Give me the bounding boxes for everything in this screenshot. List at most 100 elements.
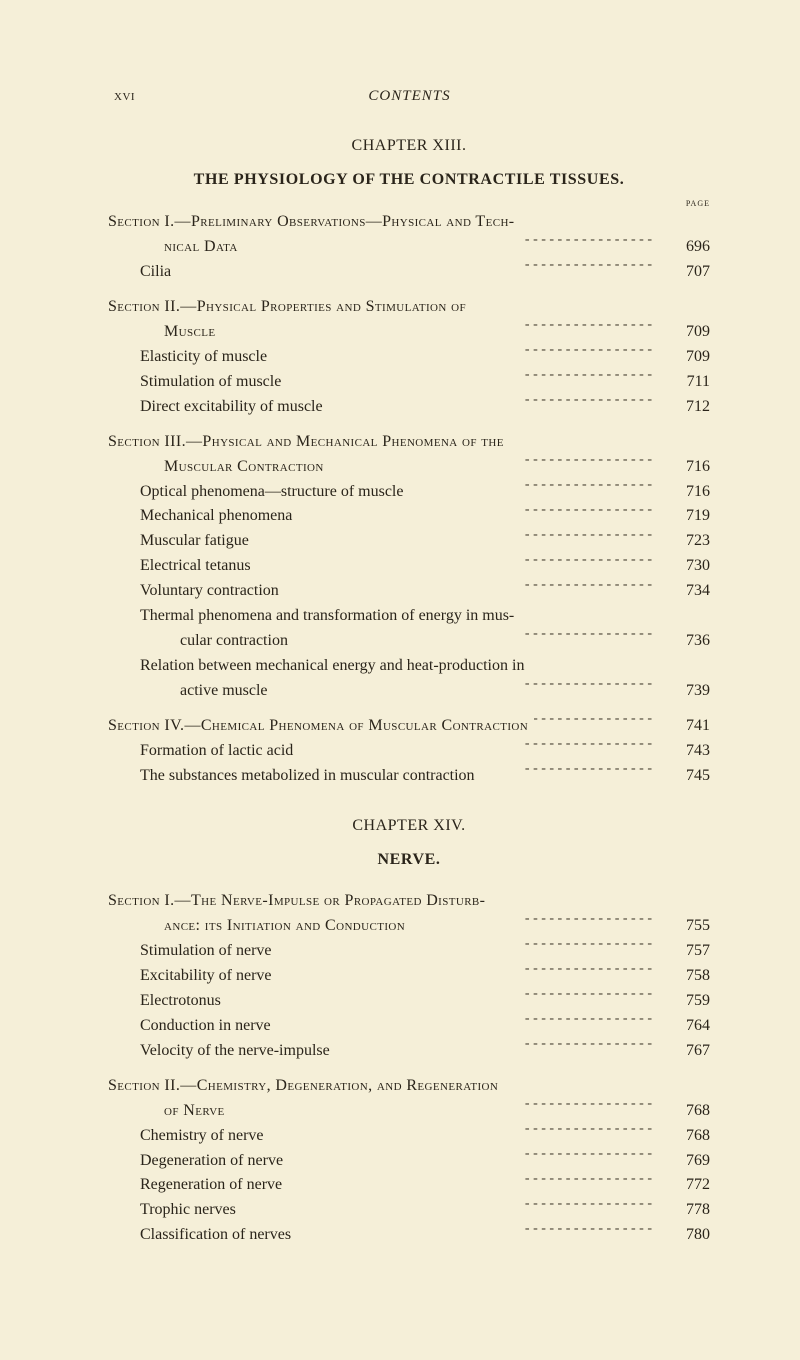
page-no: 736 [668,629,710,654]
entry-label: Direct excitability of muscle [140,395,323,420]
page-no: 757 [668,939,710,964]
toc-entry-wrap-cont: active muscle 739 [108,679,710,704]
toc-entry: Excitability of nerve 758 [108,964,710,989]
leader [336,1039,652,1055]
toc-entry: Regeneration of nerve 772 [108,1173,710,1198]
section-pre: Section I.— [108,892,191,909]
sec14-1-cont: ance: its Initiation and Conduction 755 [108,914,710,939]
gap [108,285,710,295]
spacer [684,88,704,105]
entry-label: Optical phenomena—structure of muscle [140,480,403,505]
section-pre: Section IV.— [108,717,201,734]
section-pre: Section II.— [108,298,197,315]
toc-entry: Trophic nerves 778 [108,1198,710,1223]
gap [108,704,710,714]
leader [231,1099,652,1115]
page-no: 755 [668,914,710,939]
toc-entry-wrap: Thermal phenomena and transformation of … [108,604,710,629]
leader [294,629,652,645]
page-no: 709 [668,320,710,345]
leader [242,1198,652,1214]
leader [491,889,652,905]
entry-label: Electrical tetanus [140,554,251,579]
leader [330,455,652,471]
leader [244,235,652,251]
entry-label: active muscle [180,679,268,704]
chapter-13-head: CHAPTER XIII. [108,137,710,155]
section-label: Section IV.—Chemical Phenomena of Muscul… [108,714,528,739]
toc-entry: Electrical tetanus 730 [108,554,710,579]
page-no: 780 [668,1223,710,1248]
leader [329,395,652,411]
page-no: 772 [668,1173,710,1198]
page-no: 712 [668,395,710,420]
toc-entry: Stimulation of nerve 757 [108,939,710,964]
entry-label: nical Data [164,235,238,260]
page: xvi CONTENTS CHAPTER XIII. THE PHYSIOLOG… [0,0,800,1334]
page-no: 741 [668,714,710,739]
gap [108,420,710,430]
toc-entry: Conduction in nerve 764 [108,1014,710,1039]
section-label: Section II.—Physical Properties and Stim… [108,295,466,320]
leader [227,989,652,1005]
page-no: 743 [668,739,710,764]
section-title: Physical Properties and Stimulation of [197,298,466,315]
sec13-3-head: Section III.—Physical and Mechanical Phe… [108,430,710,455]
leader [288,1173,652,1189]
toc-entry: Mechanical phenomena 719 [108,504,710,529]
page-no: 709 [668,345,710,370]
entry-label: Muscular fatigue [140,529,249,554]
toc-entry: Cilia 707 [108,260,710,285]
sec13-1-head: Section I.—Preliminary Observations—Phys… [108,210,710,235]
toc-entry: Velocity of the nerve-impulse 767 [108,1039,710,1064]
entry-label: Muscular Contraction [164,455,324,480]
section-label: Section I.—Preliminary Observations—Phys… [108,210,515,235]
section-title: The Nerve-Impulse or Propagated Disturb- [191,892,485,909]
leader [504,1074,652,1090]
leader [287,370,652,386]
chapter-13-title: THE PHYSIOLOGY OF THE CONTRACTILE TISSUE… [108,171,710,189]
page-no: 707 [668,260,710,285]
toc-entry: Muscular fatigue 723 [108,529,710,554]
toc-entry: Degeneration of nerve 769 [108,1149,710,1174]
page-no: 778 [668,1198,710,1223]
leader [510,430,652,446]
sec13-1-cont: nical Data 696 [108,235,710,260]
leader [409,480,652,496]
entry-label: The substances metabolized in muscular c… [140,764,475,789]
sec14-2-cont: of Nerve 768 [108,1099,710,1124]
page-no: 719 [668,504,710,529]
sec13-3-cont: Muscular Contraction 716 [108,455,710,480]
leader [273,345,652,361]
entry-label: Velocity of the nerve-impulse [140,1039,330,1064]
page-no: 759 [668,989,710,1014]
toc-entry: Stimulation of muscle 711 [108,370,710,395]
section-label: Section III.—Physical and Mechanical Phe… [108,430,504,455]
toc-entry: Formation of lactic acid 743 [108,739,710,764]
section-label: Section I.—The Nerve-Impulse or Propagat… [108,889,485,914]
page-no: 739 [668,679,710,704]
toc-entry-wrap: Relation between mechanical energy and h… [108,654,710,679]
chapter-14-head: CHAPTER XIV. [108,817,710,835]
entry-label: Trophic nerves [140,1198,236,1223]
leader [278,964,652,980]
toc-entry-wrap-cont: cular contraction 736 [108,629,710,654]
page-no: 768 [668,1099,710,1124]
page-no: 716 [668,480,710,505]
page-no: 758 [668,964,710,989]
chapter-14-title: NERVE. [108,851,710,869]
running-head: xvi CONTENTS [108,88,710,105]
leader [277,1014,652,1030]
leader [534,714,652,730]
entry-label: Stimulation of nerve [140,939,272,964]
entry-label: Electrotonus [140,989,221,1014]
sec14-1-head: Section I.—The Nerve-Impulse or Propagat… [108,889,710,914]
section-title: Chemical Phenomena of Muscular Contracti… [201,717,528,734]
leader [298,504,652,520]
chapter-13: CHAPTER XIII. THE PHYSIOLOGY OF THE CONT… [108,137,710,789]
gap [108,1064,710,1074]
leader [297,1223,652,1239]
entry-label: Chemistry of nerve [140,1124,264,1149]
entry-label: Degeneration of nerve [140,1149,283,1174]
entry-label: of Nerve [164,1099,225,1124]
